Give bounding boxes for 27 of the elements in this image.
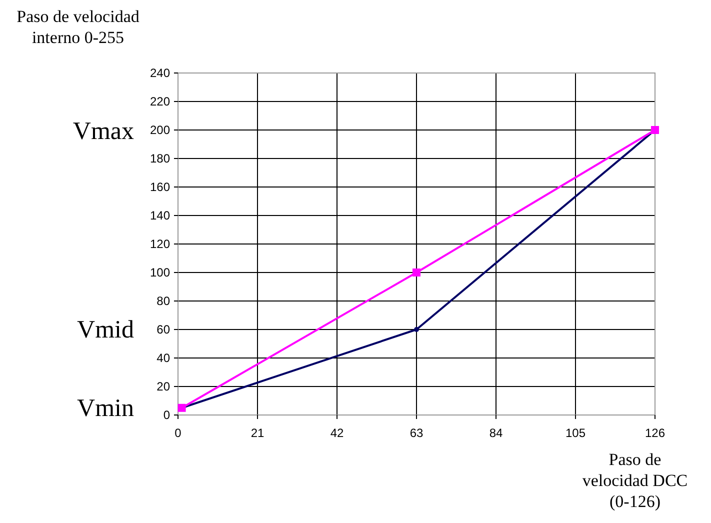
text: Vmin <box>77 395 134 422</box>
x-tick-label: 126 <box>644 426 666 440</box>
y-tick-label: 120 <box>150 237 170 251</box>
y-tick-label: 100 <box>150 266 170 280</box>
point <box>412 268 420 276</box>
x-tick-label: 42 <box>330 426 344 440</box>
y-tick-label: 220 <box>150 94 170 108</box>
y-tick-label: 0 <box>163 408 170 422</box>
x-tick-label: 105 <box>565 426 586 440</box>
y-tick-label: 200 <box>150 123 170 137</box>
y-tick-label: 140 <box>150 208 170 222</box>
text: Vmax <box>72 118 134 146</box>
point <box>414 327 419 332</box>
x-tick-label: 84 <box>489 426 503 440</box>
y-tick-label: 20 <box>156 380 170 394</box>
y-tick-label: 80 <box>156 294 170 308</box>
x-tick-label: 0 <box>174 426 182 440</box>
y-tick-label: 180 <box>150 152 170 166</box>
y-tick-label: 160 <box>150 180 170 194</box>
y-tick-label: 240 <box>150 66 170 80</box>
y-axis-title: Paso de velocidad interno 0-255 <box>16 7 140 47</box>
x-tick-label: 21 <box>250 426 264 440</box>
text: Vmid <box>77 316 134 344</box>
x-tick-label: 63 <box>410 426 424 440</box>
x-axis-title: Paso de velocidad DCC (0-126) <box>582 450 688 511</box>
y-tick-label: 60 <box>156 322 170 336</box>
y-tick-label: 40 <box>156 351 170 365</box>
